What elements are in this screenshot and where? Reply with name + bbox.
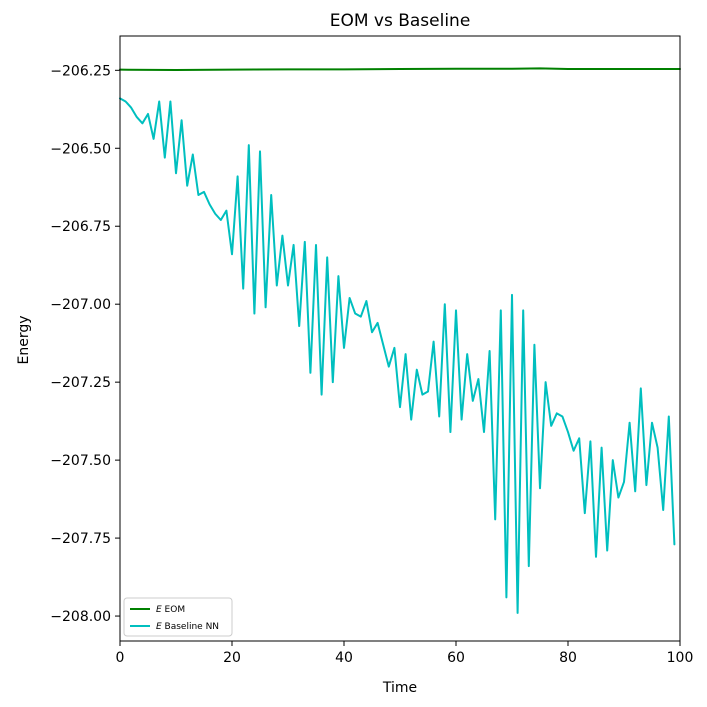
y-tick-label: −207.75 (50, 531, 111, 547)
y-axis-label: Energy (16, 315, 32, 364)
y-tick-label: −207.50 (50, 453, 111, 469)
chart-title: EOM vs Baseline (330, 11, 471, 31)
y-axis-ticks: −206.25 −206.50 −206.75 −207.00 −207.25 −207.… (50, 63, 120, 625)
y-tick-label: −206.75 (50, 219, 111, 235)
x-tick-label: 60 (447, 650, 465, 666)
x-axis-label: Time (382, 680, 417, 696)
series-line-eom (119, 67, 681, 71)
series-line-baseline-nn (119, 97, 676, 614)
x-tick-label: 0 (116, 650, 125, 666)
legend-label: E EOM (156, 605, 185, 615)
x-tick-label: 100 (667, 650, 694, 666)
legend: E EOM E Baseline NN (123, 597, 233, 637)
x-tick-label: 80 (559, 650, 577, 666)
series-layer (119, 67, 681, 614)
x-axis-ticks: 0 20 40 60 80 100 (116, 641, 694, 666)
y-tick-label: −208.00 (50, 609, 111, 625)
plot-frame (119, 35, 681, 642)
y-tick-label: −206.25 (50, 63, 111, 79)
x-tick-label: 20 (223, 650, 241, 666)
y-tick-label: −206.50 (50, 141, 111, 157)
y-tick-label: −207.25 (50, 375, 111, 391)
legend-box (123, 597, 233, 637)
legend-label: E Baseline NN (156, 622, 219, 632)
x-tick-label: 40 (335, 650, 353, 666)
y-tick-label: −207.00 (50, 297, 111, 313)
